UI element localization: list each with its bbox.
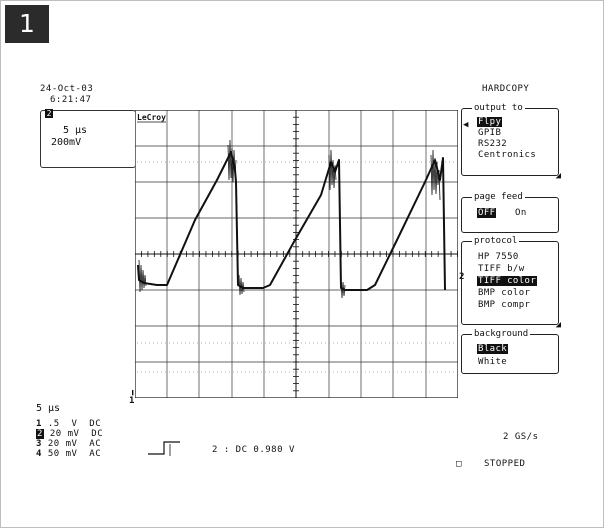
channel-row[interactable]: 3 20 mV AC: [36, 439, 101, 449]
menu-title: HARDCOPY: [482, 84, 530, 94]
trigger-edge-icon: [148, 441, 180, 456]
softkey-page-feed[interactable]: page feed OFF On: [461, 192, 559, 233]
menu-pointer-icon: ◀: [463, 120, 469, 130]
page-feed-label: page feed: [472, 192, 525, 202]
channel-row[interactable]: 1 .5 V DC: [36, 419, 101, 429]
softkey-triangle-icon: ◢: [555, 171, 561, 181]
protocol-option-tiff-bw: TIFF b/w: [478, 264, 525, 274]
page-feed-option-on: On: [515, 208, 527, 218]
trace-timebase: 5 µs: [63, 125, 88, 136]
trigger-pointer-icon: ╻: [130, 386, 136, 396]
channel-setting: 20 mV DC: [49, 429, 104, 439]
channel-row[interactable]: 2 20 mV DC: [36, 429, 103, 439]
softkey-protocol[interactable]: protocol HP 7550 TIFF b/w TIFF color BMP…: [461, 236, 561, 330]
output-to-label: output to: [472, 103, 525, 113]
brand-label: LeCroy: [137, 113, 166, 122]
channel-number: 2: [36, 429, 44, 439]
softkey-output-to[interactable]: output to Flpy GPIB RS232 Centronics ◢: [461, 103, 561, 181]
background-label: background: [472, 329, 531, 339]
output-option-centronics: Centronics: [478, 150, 537, 160]
trigger-readout: 2 : DC 0.980 V: [212, 445, 295, 455]
output-option-rs232: RS232: [478, 139, 508, 149]
background-option-white: White: [478, 357, 508, 367]
protocol-label: protocol: [472, 236, 520, 246]
channel-row[interactable]: 4 50 mV AC: [36, 449, 101, 459]
output-option-gpib: GPIB: [478, 128, 502, 138]
trigger-marker-bottom: 1: [129, 396, 135, 406]
softkey-background[interactable]: background Black White: [461, 329, 559, 374]
bottom-timebase: 5 µs: [36, 403, 61, 414]
trace-descriptor-box[interactable]: 2 5 µs 200mV: [40, 109, 136, 168]
sample-rate: 2 GS/s: [503, 432, 539, 442]
background-option-black: Black: [477, 344, 509, 354]
protocol-option-bmp-compr: BMP compr: [478, 300, 531, 310]
status-box-icon: □: [456, 459, 462, 469]
channel-setting: 50 mV AC: [47, 449, 102, 459]
channel-setting: .5 V DC: [47, 419, 102, 429]
page-feed-option-off: OFF: [477, 208, 497, 218]
figure-number-badge: 1: [5, 5, 49, 43]
channel-number: 1: [36, 419, 42, 429]
channel-setting: 20 mV AC: [47, 439, 102, 449]
date-label: 24-Oct-03: [40, 84, 94, 94]
protocol-option-hp7550: HP 7550: [478, 252, 519, 262]
protocol-option-bmp-color: BMP color: [478, 288, 531, 298]
channel-number: 4: [36, 449, 42, 459]
trace-volts-per-div: 200mV: [51, 137, 82, 148]
trace-channel-badge: 2: [45, 109, 53, 118]
softkey-triangle-icon: ◢: [555, 320, 561, 330]
output-option-floppy: Flpy: [477, 117, 503, 127]
channel-number: 3: [36, 439, 42, 449]
protocol-option-tiff-color: TIFF color: [477, 276, 538, 286]
time-label: 6:21:47: [50, 95, 92, 105]
acquisition-status: STOPPED: [484, 459, 526, 469]
waveform-grid: LeCroy: [135, 110, 458, 398]
